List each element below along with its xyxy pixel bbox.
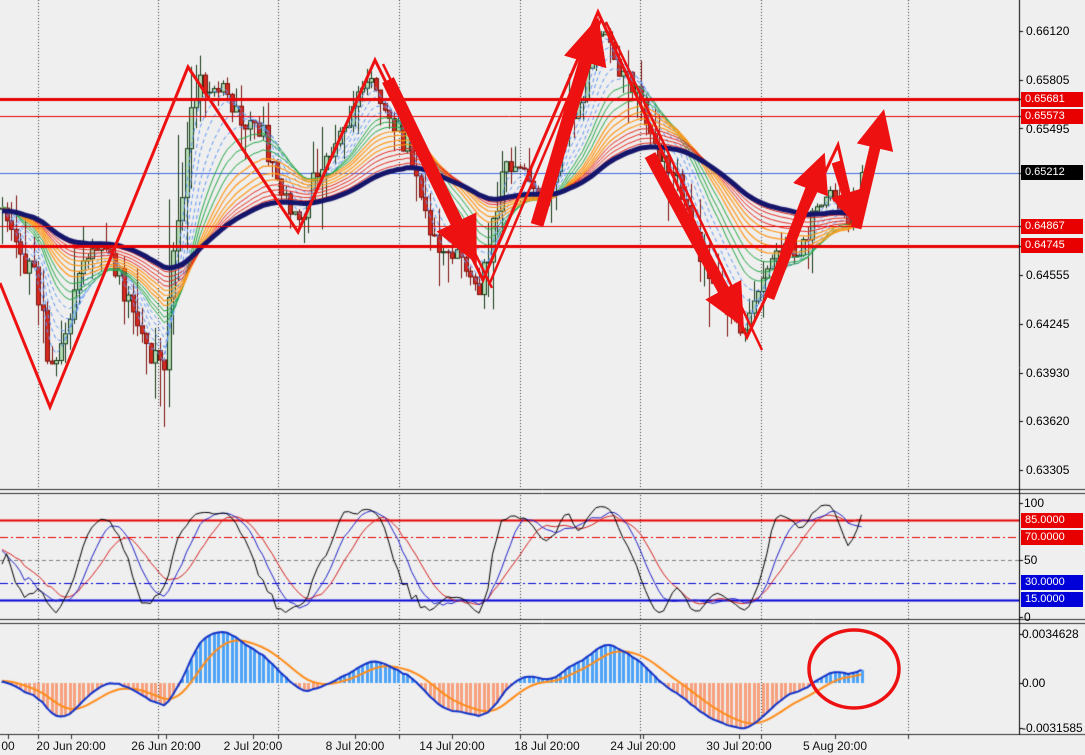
macd-panel[interactable] — [0, 625, 1019, 733]
time-axis-label: 2 Jul 20:00 — [223, 739, 283, 753]
time-axis-label: 5 Aug 20:00 — [802, 739, 868, 753]
macd-tick-label: 0.0034628 — [1022, 627, 1079, 642]
price-line-badge: 0.64867 — [1021, 218, 1083, 234]
price-tick-label: 0.65805 — [1026, 73, 1070, 88]
macd-tick-label: 0.00 — [1022, 676, 1046, 690]
oscillator-panel[interactable] — [0, 495, 1019, 619]
price-tick-label: 0.66120 — [1026, 24, 1070, 38]
price-tick-label: 0.64245 — [1026, 316, 1070, 331]
osc-tick-label: 100 — [1024, 496, 1045, 510]
osc-level-badge: 30.0000 — [1021, 575, 1083, 591]
main-chart-panel[interactable] — [0, 0, 1019, 489]
time-axis-label: 20 Jun 20:00 — [36, 739, 106, 753]
time-axis-label: 24 Jul 20:00 — [610, 739, 676, 753]
price-line-badge: 0.65573 — [1021, 108, 1083, 124]
time-axis-label: 26 Jun 20:00 — [131, 739, 201, 753]
price-tick-label: 0.65495 — [1026, 121, 1070, 136]
osc-tick-label: 0 — [1024, 610, 1031, 624]
time-axis-label: 18 Jul 20:00 — [514, 739, 580, 753]
time-axis-label: 14 Jul 20:00 — [419, 739, 485, 753]
price-tick-label: 0.64555 — [1026, 268, 1070, 283]
time-axis-label: 00 — [1, 739, 15, 753]
price-line-badge: 0.64745 — [1021, 238, 1083, 253]
osc-level-badge: 15.0000 — [1021, 592, 1083, 608]
osc-level-badge: 70.0000 — [1021, 529, 1083, 545]
price-tick-label: 0.63305 — [1026, 463, 1070, 478]
price-tick-label: 0.63930 — [1026, 365, 1070, 380]
current-price-badge: 0.65212 — [1021, 165, 1083, 181]
macd-tick-label: -0.0031585 — [1022, 720, 1083, 735]
time-axis-label: 30 Jul 20:00 — [706, 739, 772, 753]
time-axis-label: 8 Jul 20:00 — [325, 739, 385, 753]
osc-tick-label: 50 — [1024, 553, 1038, 567]
osc-level-badge: 85.0000 — [1021, 512, 1083, 528]
price-line-badge: 0.65681 — [1021, 91, 1083, 107]
price-tick-label: 0.63620 — [1026, 414, 1070, 428]
